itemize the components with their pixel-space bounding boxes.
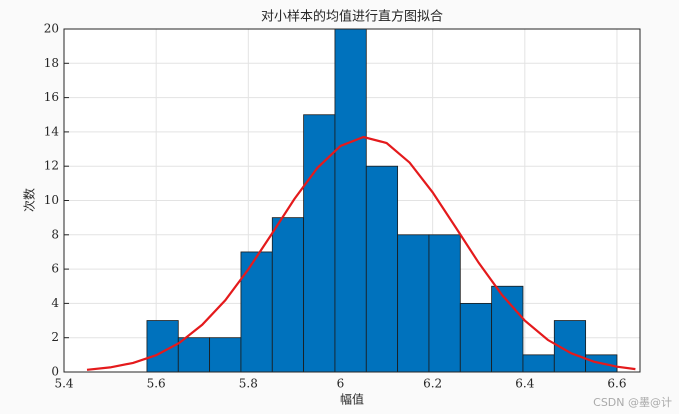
bar <box>522 354 555 373</box>
bar <box>365 165 399 373</box>
y-tick-label: 14 <box>44 124 60 138</box>
bar <box>428 234 461 373</box>
y-tick-label: 20 <box>44 22 59 36</box>
y-tick-label: 12 <box>44 159 59 173</box>
y-axis-label: 次数 <box>22 188 37 212</box>
bar <box>491 285 524 373</box>
y-tick-label: 18 <box>44 56 59 70</box>
y-tick-label: 4 <box>51 296 59 310</box>
chart-title: 对小样本的均值进行直方图拟合 <box>261 9 443 25</box>
fit-curve <box>86 135 636 371</box>
x-tick-label: 5.6 <box>147 377 166 391</box>
axes-box <box>63 28 641 373</box>
y-tick-label: 2 <box>51 330 59 344</box>
bar <box>271 217 305 373</box>
watermark: CSDN @墨@计 <box>593 396 672 409</box>
bar <box>334 28 367 373</box>
x-tick-label: 5.4 <box>54 377 73 391</box>
bar <box>240 251 273 373</box>
x-axis-label: 幅值 <box>340 392 364 407</box>
y-tick-label: 16 <box>44 90 59 104</box>
y-tick-label: 0 <box>51 365 59 379</box>
x-tick-label: 6.2 <box>423 377 442 391</box>
x-tick-label: 5.8 <box>239 377 258 391</box>
x-tick-label: 6.4 <box>515 377 534 391</box>
x-tick-label: 6 <box>337 377 345 391</box>
bar <box>303 114 336 373</box>
x-tick-label: 6.6 <box>607 377 626 391</box>
bar <box>177 337 211 373</box>
bar <box>209 337 242 373</box>
bar <box>397 234 430 373</box>
y-tick-label: 6 <box>51 262 59 276</box>
bar <box>459 302 493 373</box>
y-tick-label: 8 <box>51 227 59 241</box>
y-tick-label: 10 <box>44 193 59 207</box>
